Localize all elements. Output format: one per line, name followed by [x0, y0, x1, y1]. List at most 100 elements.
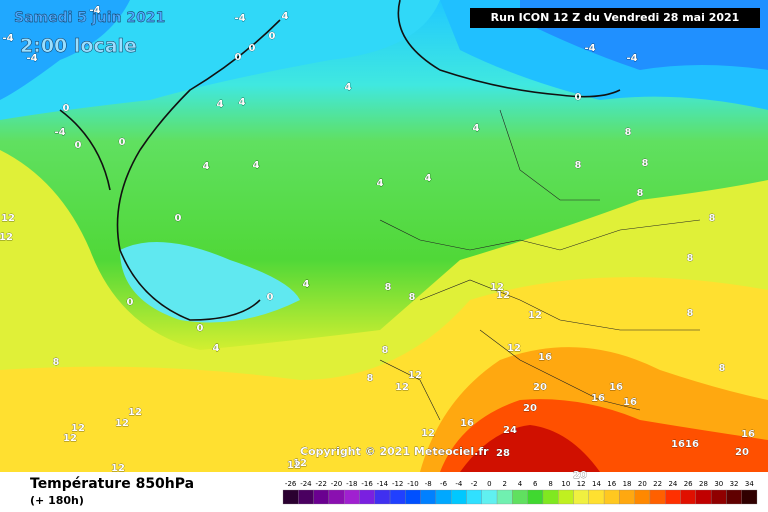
contour-label: 8: [687, 253, 694, 264]
scale-label: 4: [518, 480, 523, 488]
contour-label: 4: [239, 97, 246, 108]
contour-label: 4: [425, 173, 432, 184]
scale-label: 16: [607, 480, 616, 488]
scale-swatch: [374, 489, 391, 505]
border: [379, 109, 701, 421]
contour-label: 0: [197, 323, 204, 334]
contour-label: 8: [709, 213, 716, 224]
contour-label: 12: [408, 370, 422, 381]
contour-label: 16: [609, 382, 623, 393]
contour-label: 12: [293, 458, 307, 469]
contour-label: 4: [473, 123, 480, 134]
copyright: Copyright © 2021 Meteociel.fr: [300, 445, 489, 458]
scale-swatch: [451, 489, 467, 505]
contour-label: 4: [282, 11, 289, 22]
contour-label: 4: [303, 279, 310, 290]
contour-label: 8: [382, 345, 389, 356]
contour-label: 4: [253, 160, 260, 171]
contour-label: 28: [496, 448, 510, 459]
cold-zone: [0, 0, 130, 100]
scale-label: 2: [502, 480, 506, 488]
scale-swatch: [603, 489, 620, 505]
cool-zone: [120, 242, 300, 323]
scale-swatch: [313, 489, 330, 505]
scale-swatch: [496, 489, 513, 505]
scale-swatch: [512, 489, 528, 505]
contour-label: 0: [127, 297, 134, 308]
scale-swatch: [359, 489, 375, 505]
scale-swatch: [588, 489, 605, 505]
contour-label: 0: [575, 92, 582, 103]
scale-swatch: [282, 489, 299, 505]
contour-label: 16: [741, 429, 755, 440]
scale-swatch: [466, 489, 482, 505]
scale-label: -8: [425, 480, 432, 488]
scale-label: 14: [592, 480, 601, 488]
scale-label: -20: [331, 480, 342, 488]
contour-label: 8: [409, 292, 416, 303]
scale-swatch: [558, 489, 574, 505]
scale-label: -4: [455, 480, 463, 488]
contour-label: 20: [533, 382, 547, 393]
contour-label: 16: [671, 439, 685, 450]
scale-swatch: [389, 489, 406, 505]
contour-label: 8: [625, 127, 632, 138]
contour-label: 8: [719, 363, 726, 374]
contour-label: 8: [53, 357, 60, 368]
contour-label: 12: [287, 460, 301, 471]
contour-label: 20: [735, 447, 749, 458]
run-info: Run ICON 12 Z du Vendredi 28 mai 2021: [491, 11, 740, 24]
contour-label: 0: [175, 213, 182, 224]
scale-label: -22: [316, 480, 327, 488]
contour-label: 20: [523, 403, 537, 414]
scale-label: 30: [714, 480, 723, 488]
contour-label: 8: [642, 158, 649, 169]
contour-label: 8: [637, 188, 644, 199]
run-box: [470, 8, 760, 28]
contour-label: 16: [591, 393, 605, 404]
contour-label: -4: [2, 33, 13, 44]
contour-label: 12: [507, 343, 521, 354]
scale-label: 28: [699, 480, 708, 488]
scale-swatch: [344, 489, 360, 505]
contour-label: 4: [213, 343, 220, 354]
contour-label: 0: [75, 140, 82, 151]
scale-swatch: [665, 489, 681, 505]
scale-swatch: [680, 489, 696, 505]
scale-label: -24: [300, 480, 312, 488]
scale-label: 32: [730, 480, 739, 488]
scale-swatch: [420, 489, 437, 505]
contour-label: 0: [63, 103, 70, 114]
contour-label: 0: [235, 52, 242, 63]
scale-label: 26: [684, 480, 693, 488]
scale-label: 18: [623, 480, 632, 488]
scale-swatch: [481, 489, 498, 505]
scale-label: 12: [577, 480, 586, 488]
contour-label: 0: [119, 137, 126, 148]
scale-swatch: [741, 489, 758, 505]
contour-label: 4: [203, 161, 210, 172]
hot-zone: [460, 425, 600, 472]
scale-swatch: [542, 489, 559, 505]
contour-label: 0: [269, 31, 276, 42]
contour-label: -4: [234, 13, 245, 24]
contour-label: 12: [421, 428, 435, 439]
contour-label: 16: [460, 418, 474, 429]
contour-label: 12: [128, 407, 142, 418]
scale-swatch: [726, 489, 742, 505]
contour-label: 16: [538, 352, 552, 363]
contour-label: 4: [377, 178, 384, 189]
scale-label: -2: [471, 480, 478, 488]
contour-label: 12: [496, 290, 510, 301]
contour-label: 12: [395, 382, 409, 393]
contour-label: 12: [1, 213, 15, 224]
scale-label: 24: [668, 480, 677, 488]
scale-swatch: [710, 489, 727, 505]
contour-label: 8: [385, 282, 392, 293]
coastline: [59, 0, 621, 321]
contour-label: -4: [26, 53, 37, 64]
scale-label: 20: [638, 480, 647, 488]
scale-label: -16: [361, 480, 373, 488]
contour-label: 16: [623, 397, 637, 408]
